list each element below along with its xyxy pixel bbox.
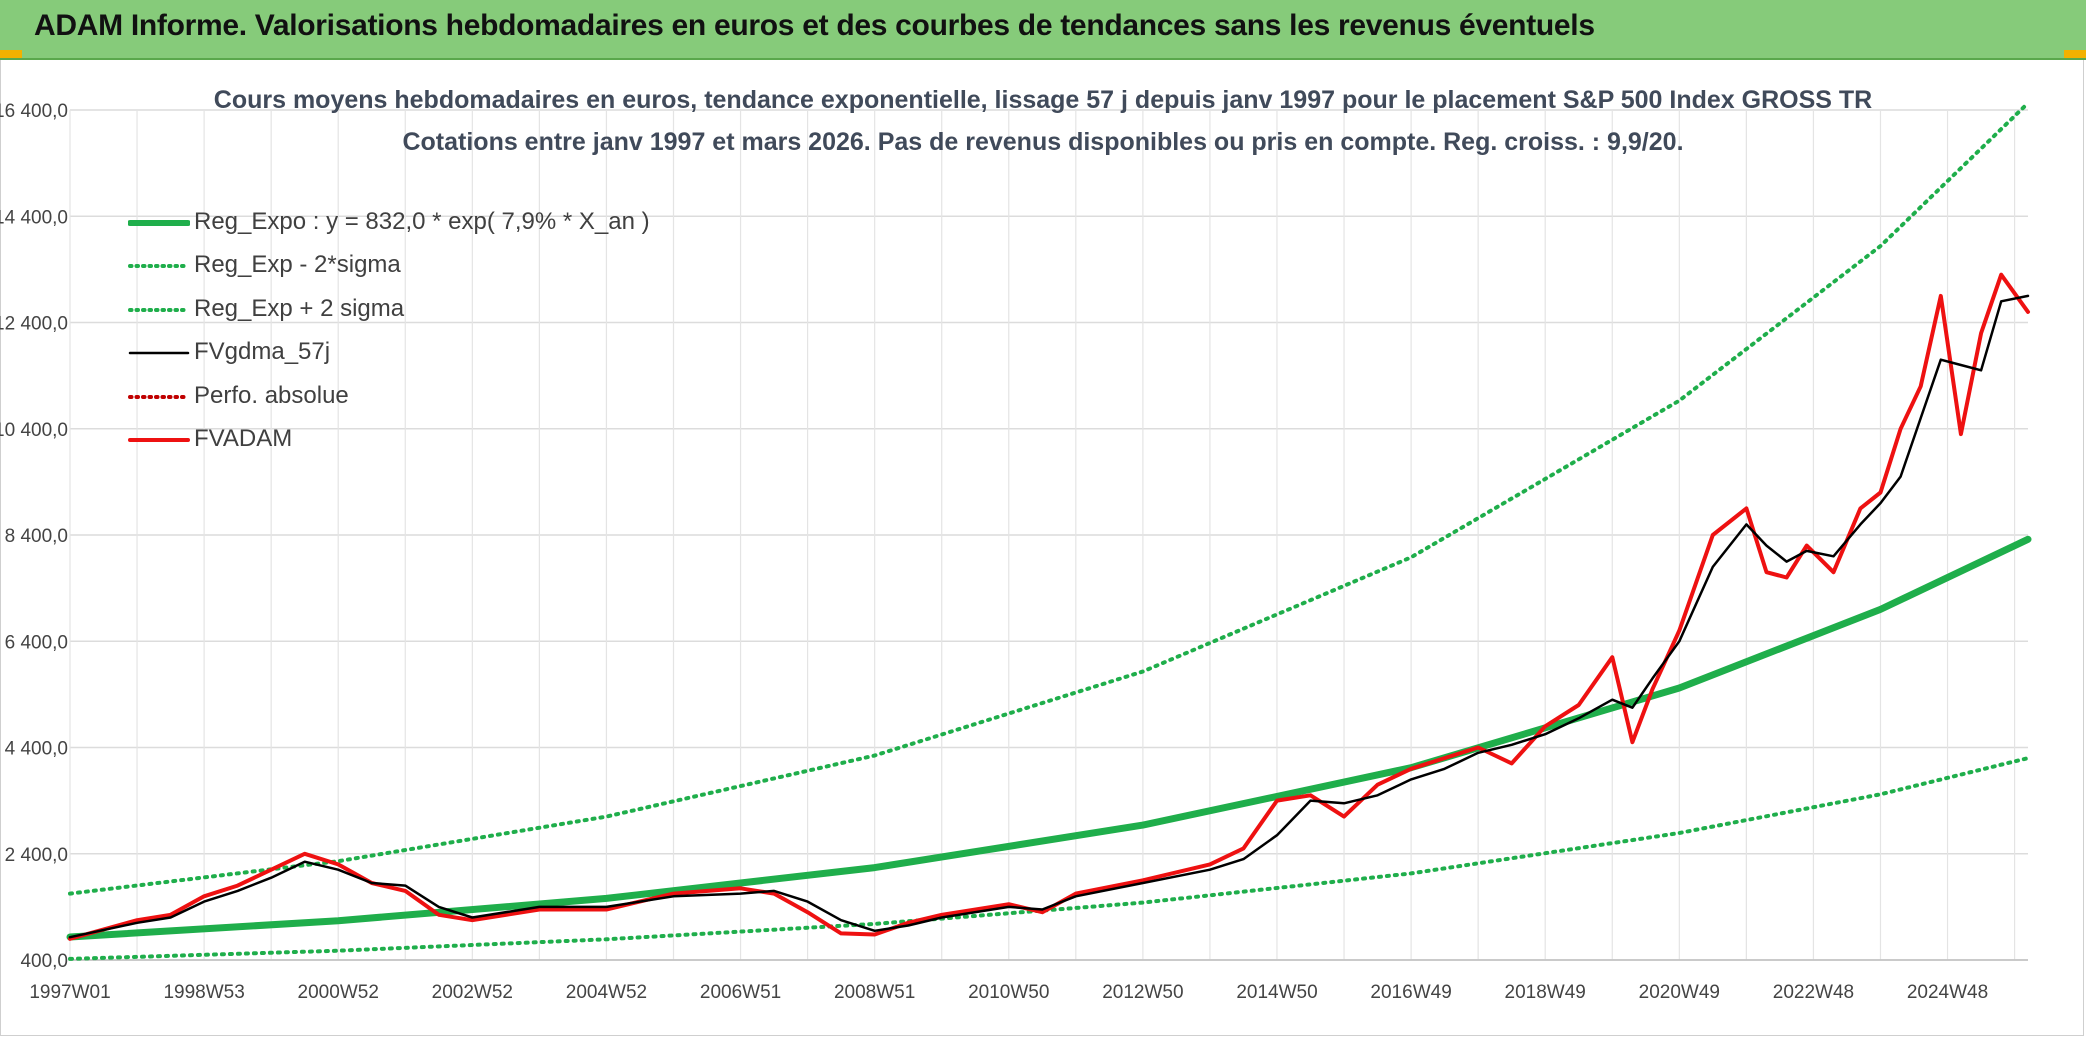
series-line-5 xyxy=(68,272,2030,941)
legend-swatch xyxy=(128,352,190,355)
y-tick-label: 400,0 xyxy=(20,951,68,972)
chart-title: Cours moyens hebdomadaires en euros, ten… xyxy=(213,86,1873,114)
series-line-0 xyxy=(66,535,2032,941)
legend-label: FVgdma_57j xyxy=(194,338,331,366)
legend-swatch xyxy=(128,264,190,269)
x-tick-label: 2022W48 xyxy=(1773,982,1854,1003)
legend-item: Reg_Expo : y = 832,0 * exp( 7,9% * X_an … xyxy=(128,200,650,244)
x-tick-label: 2024W48 xyxy=(1907,982,1988,1003)
chart-legend: Reg_Expo : y = 832,0 * exp( 7,9% * X_an … xyxy=(128,200,650,461)
y-tick-label: 2 400,0 xyxy=(5,845,68,866)
series-line-1 xyxy=(68,756,2030,961)
y-tick-label: 6 400,0 xyxy=(5,632,68,653)
x-tick-label: 2012W50 xyxy=(1102,982,1183,1003)
legend-label: Reg_Exp + 2 sigma xyxy=(194,294,405,322)
title-bar: ADAM Informe. Valorisations hebdomadaire… xyxy=(0,0,2086,60)
x-tick-label: 2020W49 xyxy=(1639,982,1720,1003)
legend-swatch xyxy=(128,394,190,399)
series-line-2 xyxy=(68,101,2030,896)
legend-swatch xyxy=(128,307,190,312)
x-tick-label: 2010W50 xyxy=(968,982,1049,1003)
legend-label: FVADAM xyxy=(194,425,293,453)
y-tick-label: 8 400,0 xyxy=(5,526,68,547)
x-tick-label: 2000W52 xyxy=(298,982,379,1003)
x-tick-label: 2002W52 xyxy=(432,982,513,1003)
x-tick-label: 2014W50 xyxy=(1236,982,1317,1003)
chart-subtitle: Cotations entre janv 1997 et mars 2026. … xyxy=(402,128,1684,156)
chart-series xyxy=(66,101,2032,961)
y-tick-label: 16 400,0 xyxy=(0,101,68,122)
title-bar-accent-right xyxy=(2064,50,2086,58)
legend-item: Reg_Exp + 2 sigma xyxy=(128,287,650,331)
x-tick-label: 1998W53 xyxy=(163,982,244,1003)
x-tick-label: 2004W52 xyxy=(566,982,647,1003)
legend-swatch xyxy=(128,219,190,226)
series-line-3 xyxy=(68,294,2030,939)
legend-swatch xyxy=(128,438,190,443)
y-tick-label: 10 400,0 xyxy=(0,420,68,441)
legend-item: FVgdma_57j xyxy=(128,331,650,375)
y-tick-label: 4 400,0 xyxy=(5,739,68,760)
legend-label: Reg_Expo : y = 832,0 * exp( 7,9% * X_an … xyxy=(194,207,650,235)
x-tick-label: 2008W51 xyxy=(834,982,915,1003)
x-tick-label: 2016W49 xyxy=(1370,982,1451,1003)
chart-grid xyxy=(69,109,2028,961)
y-tick-label: 14 400,0 xyxy=(0,207,68,228)
legend-label: Reg_Exp - 2*sigma xyxy=(194,251,401,279)
x-tick-label: 1997W01 xyxy=(29,982,110,1003)
chart-frame xyxy=(0,60,2084,1036)
legend-label: Perfo. absolue xyxy=(194,381,349,409)
x-tick-label: 2006W51 xyxy=(700,982,781,1003)
report-title: ADAM Informe. Valorisations hebdomadaire… xyxy=(34,9,1595,42)
title-bar-accent-left xyxy=(0,50,22,58)
y-tick-label: 12 400,0 xyxy=(0,314,68,335)
legend-item: FVADAM xyxy=(128,418,650,462)
x-tick-label: 2018W49 xyxy=(1505,982,1586,1003)
legend-item: Reg_Exp - 2*sigma xyxy=(128,244,650,288)
x-axis-ticks: 1997W01 1998W53 2000W52 2002W52 2004W52 2006W… xyxy=(29,982,1988,1003)
legend-item: Perfo. absolue xyxy=(128,374,650,418)
y-axis-ticks: 400,0 2 400,0 4 400,0 6 400,0 8 400,0 10 400,… xyxy=(0,101,68,972)
